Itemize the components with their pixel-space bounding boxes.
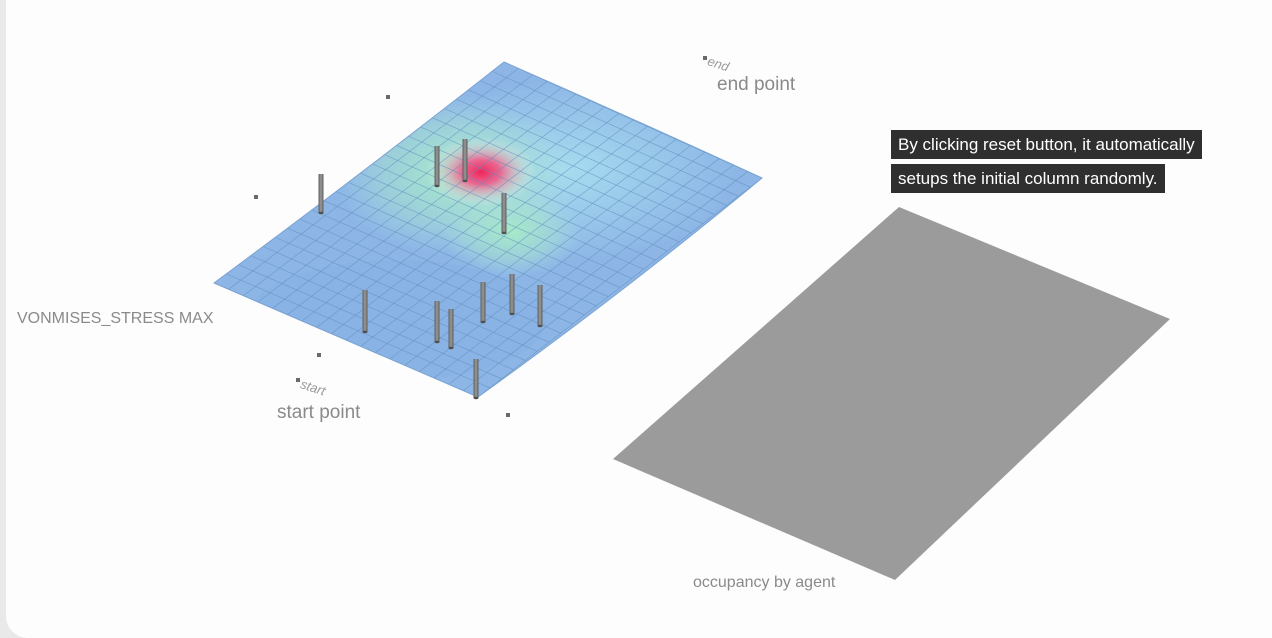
visualization-canvas: end end point VONMISES_STRESS MAX start … — [6, 0, 1272, 638]
grid-line-v — [243, 74, 533, 296]
grid-line-v — [433, 158, 720, 379]
column — [537, 285, 543, 326]
grid-line-v — [448, 164, 734, 385]
grid-line-v — [257, 81, 548, 303]
end-point-label: end point — [717, 74, 796, 95]
grid-line-v — [375, 132, 662, 353]
start-point-label: start point — [277, 402, 361, 423]
grid-line-v — [477, 177, 762, 397]
end-marker — [703, 56, 707, 60]
column — [480, 282, 486, 322]
grid-line-v — [301, 100, 591, 322]
column — [318, 174, 324, 213]
column-base — [434, 340, 440, 344]
column-base — [448, 346, 454, 350]
reference-point — [317, 353, 321, 357]
tooltip-line-1: By clicking reset button, it automatical… — [891, 130, 1202, 159]
column-base — [318, 211, 324, 215]
column — [434, 146, 440, 186]
column-base — [462, 179, 468, 183]
grid-line-v — [272, 87, 562, 309]
stress-surface — [213, 61, 763, 398]
metric-label: VONMISES_STRESS MAX — [17, 310, 214, 327]
column — [501, 193, 507, 233]
occupancy-plane — [613, 207, 1170, 580]
column-base — [434, 184, 440, 188]
start-marker — [296, 378, 300, 382]
column-base — [480, 320, 486, 324]
columns — [318, 139, 543, 400]
column — [462, 139, 468, 181]
reference-point — [506, 413, 510, 417]
stress-surface-diagram — [213, 56, 1170, 580]
column — [434, 301, 440, 342]
occupancy-label: occupancy by agent — [693, 574, 836, 591]
column — [473, 359, 479, 398]
reference-point — [386, 95, 390, 99]
grid-line-v — [228, 68, 519, 290]
grid-line-v — [419, 151, 705, 372]
column-base — [473, 396, 479, 400]
grid-line-v — [331, 113, 619, 334]
reference-points — [254, 56, 707, 417]
column — [509, 274, 515, 314]
column-base — [509, 312, 515, 316]
column-base — [501, 231, 507, 235]
stress-field-red — [426, 137, 536, 207]
surface-outline — [213, 61, 763, 398]
grid-line-v — [463, 171, 748, 391]
grid-line-v — [360, 126, 648, 347]
tooltip-line-2: setups the initial column randomly. — [891, 164, 1165, 193]
column-base — [537, 324, 543, 328]
column — [362, 290, 368, 332]
column — [448, 309, 454, 348]
grid-line-v — [345, 119, 634, 341]
column-base — [362, 330, 368, 334]
reference-point — [254, 195, 258, 199]
grid-line-v — [287, 93, 576, 315]
